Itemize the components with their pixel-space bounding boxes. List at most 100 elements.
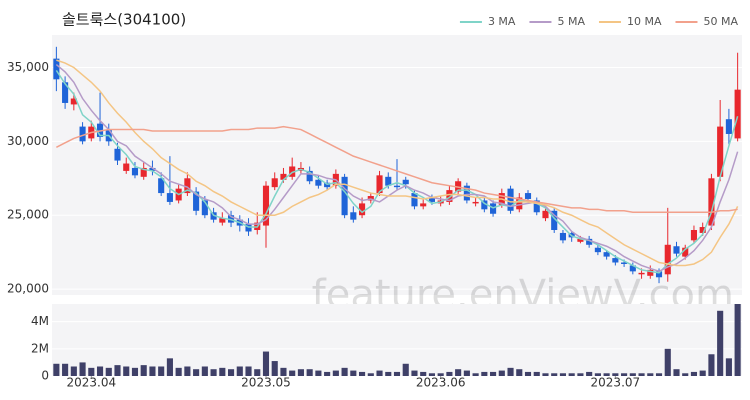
- ma-line: [55, 63, 739, 273]
- x-tick-label: 2023.04: [66, 376, 116, 390]
- volume-bar: [586, 371, 593, 376]
- volume-bar: [568, 373, 575, 376]
- candle-body: [655, 271, 663, 278]
- volume-bar: [594, 373, 601, 376]
- x-tick-label: 2023.06: [416, 376, 466, 390]
- candle-body: [315, 179, 322, 186]
- candle-body: [341, 176, 348, 216]
- candle-body: [79, 126, 86, 142]
- candle-body: [123, 163, 130, 171]
- candle-body: [385, 176, 392, 186]
- candle-body: [507, 188, 514, 211]
- candle-body: [717, 126, 724, 177]
- volume-bar: [402, 363, 409, 376]
- candle-body: [158, 178, 165, 194]
- candle-body: [621, 262, 628, 264]
- volume-bar: [717, 310, 724, 376]
- volume-bar: [254, 369, 261, 376]
- candle-body: [114, 148, 121, 161]
- candle-body: [559, 232, 567, 241]
- candle-body: [734, 89, 741, 139]
- volume-bar: [289, 370, 296, 376]
- candle-body: [428, 197, 435, 202]
- candle-body: [201, 200, 208, 216]
- volume-bar: [507, 367, 514, 376]
- volume-bar: [612, 373, 619, 376]
- candle-body: [638, 272, 645, 275]
- volume-bar: [455, 369, 462, 376]
- volume-bar: [463, 370, 470, 376]
- volume-bar: [210, 369, 217, 376]
- volume-bar: [734, 304, 741, 376]
- candle-body: [166, 193, 173, 202]
- candle-body: [524, 193, 532, 199]
- volume-bar: [315, 370, 322, 376]
- volume-bar: [53, 363, 60, 376]
- candle-body: [149, 167, 156, 171]
- volume-bar: [149, 366, 156, 376]
- y-tick-label: 35,000: [7, 60, 49, 74]
- candle-body: [271, 178, 278, 188]
- candle-body: [516, 197, 523, 210]
- volume-bar: [559, 373, 567, 376]
- candle-body: [725, 119, 732, 134]
- candle-body: [402, 179, 409, 185]
- volume-bar: [88, 367, 95, 376]
- volume-bar: [367, 373, 374, 376]
- volume-bar: [245, 366, 252, 376]
- ma-line: [56, 125, 738, 214]
- volume-bar: [699, 370, 706, 376]
- volume-bar: [158, 366, 165, 376]
- volume-bar: [193, 369, 200, 376]
- volume-bar: [280, 367, 287, 376]
- volume-bar: [184, 366, 191, 376]
- y-tick-label: 0: [41, 369, 49, 383]
- volume-bar: [542, 373, 549, 376]
- candle-body: [193, 191, 200, 211]
- candle-body: [70, 98, 77, 105]
- candle-body: [647, 269, 654, 276]
- volume-bar: [524, 371, 532, 376]
- volume-bar: [682, 373, 689, 376]
- volume-bar: [297, 369, 304, 376]
- candle-body: [219, 218, 226, 223]
- candle-body: [472, 201, 479, 204]
- candle-body: [393, 185, 401, 188]
- volume-bar: [481, 371, 488, 376]
- candle-body: [664, 244, 671, 275]
- volume-bar: [385, 371, 392, 376]
- volume-bar: [428, 373, 435, 376]
- candle-body: [594, 247, 601, 253]
- y-tick-label: 30,000: [7, 134, 49, 148]
- volume-bar: [359, 371, 366, 376]
- volume-bar: [498, 370, 505, 376]
- volume-bar: [123, 366, 130, 376]
- volume-bar: [62, 363, 69, 376]
- candle-body: [184, 178, 191, 194]
- y-tick-label: 4M: [31, 314, 49, 328]
- candle-body: [586, 238, 593, 245]
- candle-body: [53, 58, 60, 80]
- y-tick-label: 2M: [31, 341, 49, 355]
- candle-body: [359, 203, 366, 216]
- chart-title: 솔트룩스(304100): [62, 11, 186, 29]
- volume-bar: [629, 373, 636, 376]
- volume-bar: [219, 367, 226, 376]
- candle-body: [262, 185, 270, 226]
- candle-body: [140, 167, 147, 177]
- volume-bar: [393, 371, 401, 376]
- volume-bar: [533, 371, 540, 376]
- volume-bar: [577, 373, 584, 376]
- candle-body: [699, 227, 706, 233]
- candle-body: [463, 185, 470, 201]
- volume-bar: [140, 365, 147, 376]
- ma-line: [55, 70, 739, 274]
- volume-bar: [131, 367, 139, 376]
- volume-bar: [79, 362, 86, 376]
- candle-body: [708, 178, 715, 226]
- candle-body: [603, 252, 610, 257]
- volume-bar: [655, 373, 663, 376]
- volume-bar: [332, 370, 339, 376]
- volume-bar: [166, 358, 173, 376]
- y-tick-label: 20,000: [7, 282, 49, 296]
